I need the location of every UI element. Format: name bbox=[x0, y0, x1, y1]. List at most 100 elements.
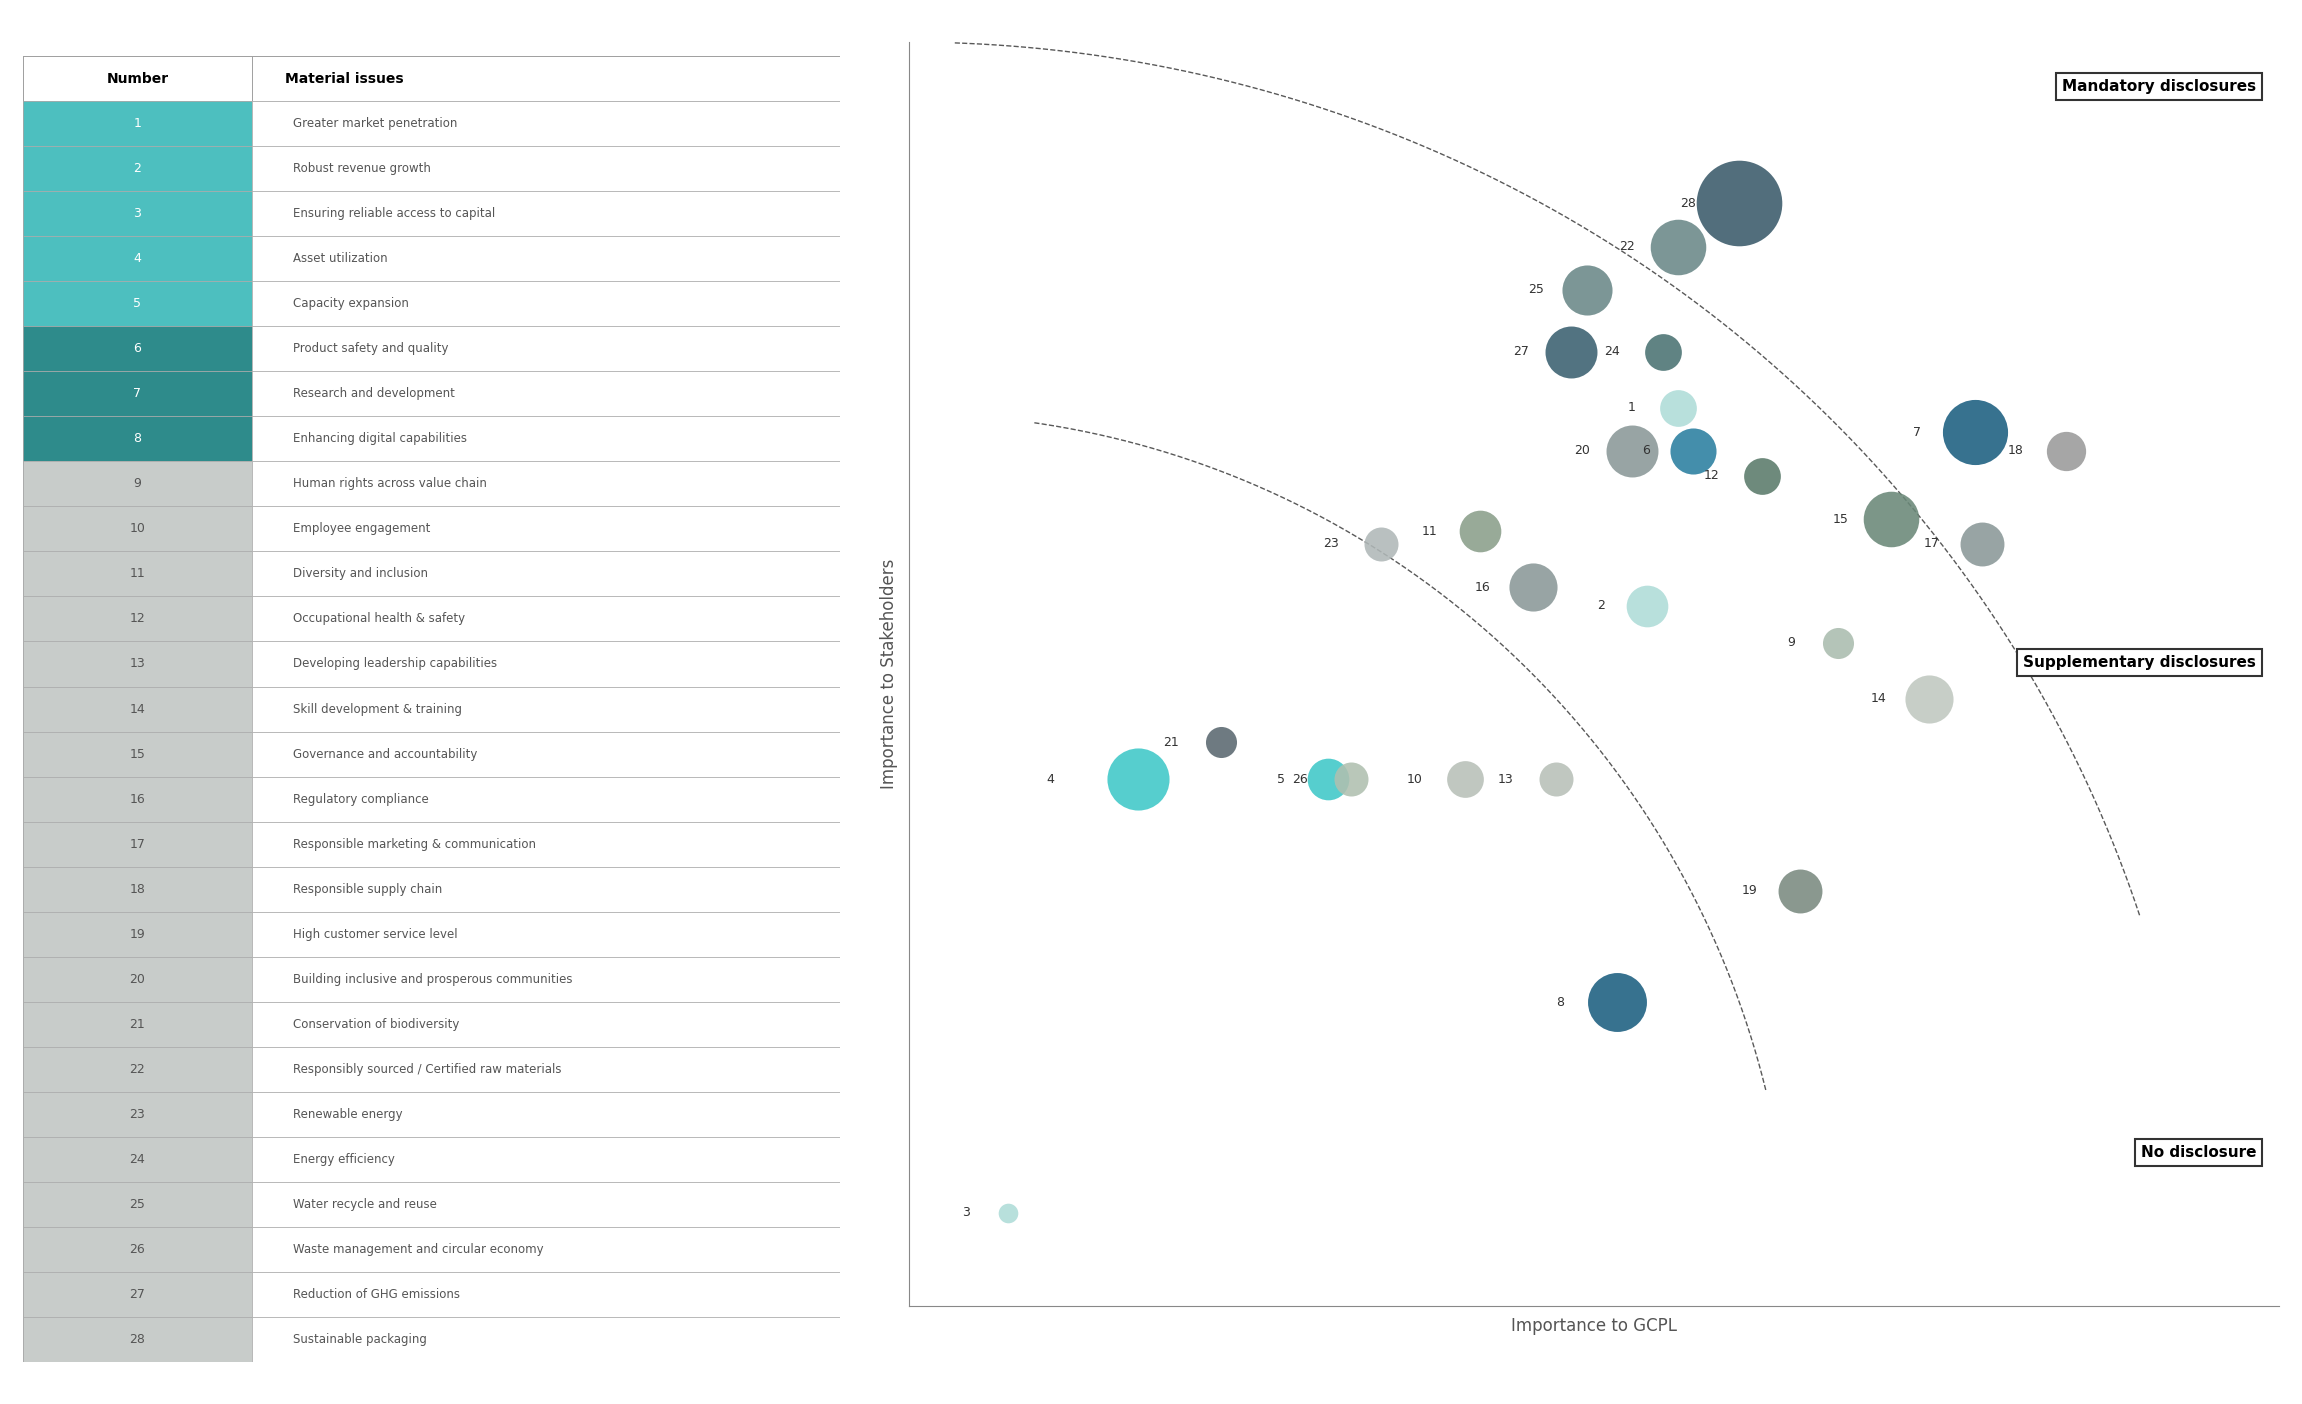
Point bbox=[1743, 465, 1779, 487]
Point bbox=[1782, 879, 1819, 901]
Bar bbox=[251, 462, 840, 507]
Y-axis label: Importance to Stakeholders: Importance to Stakeholders bbox=[879, 559, 898, 789]
Bar bbox=[23, 326, 251, 371]
Text: 16: 16 bbox=[129, 793, 145, 806]
Point bbox=[1554, 341, 1591, 364]
Text: 2: 2 bbox=[134, 163, 140, 176]
Text: 3: 3 bbox=[962, 1206, 969, 1219]
Point bbox=[1310, 768, 1347, 790]
Point bbox=[1674, 439, 1710, 462]
Text: 26: 26 bbox=[129, 1243, 145, 1255]
Bar bbox=[23, 281, 251, 326]
Text: 8: 8 bbox=[134, 432, 140, 445]
Text: 20: 20 bbox=[1575, 445, 1591, 458]
Bar bbox=[251, 101, 840, 146]
Text: 24: 24 bbox=[1604, 345, 1621, 358]
Text: 12: 12 bbox=[1703, 469, 1720, 482]
Text: 23: 23 bbox=[129, 1108, 145, 1120]
Bar bbox=[23, 597, 251, 642]
Text: 10: 10 bbox=[129, 522, 145, 535]
Bar bbox=[23, 236, 251, 281]
Point bbox=[1119, 768, 1156, 790]
Bar bbox=[251, 191, 840, 236]
Text: 9: 9 bbox=[1786, 636, 1796, 650]
Point bbox=[1911, 688, 1947, 710]
Text: 9: 9 bbox=[134, 477, 140, 490]
Text: 13: 13 bbox=[129, 657, 145, 671]
Bar bbox=[23, 731, 251, 776]
Text: Research and development: Research and development bbox=[292, 388, 453, 400]
Text: No disclosure: No disclosure bbox=[2141, 1144, 2256, 1160]
Text: Occupational health & safety: Occupational health & safety bbox=[292, 612, 465, 625]
Text: Robust revenue growth: Robust revenue growth bbox=[292, 163, 430, 176]
Bar bbox=[251, 642, 840, 687]
Text: 27: 27 bbox=[129, 1287, 145, 1302]
Bar bbox=[251, 146, 840, 191]
Text: 20: 20 bbox=[129, 973, 145, 986]
Point bbox=[1462, 521, 1499, 543]
Text: Mandatory disclosures: Mandatory disclosures bbox=[2063, 79, 2256, 94]
Text: 25: 25 bbox=[1529, 284, 1545, 296]
Bar bbox=[23, 1001, 251, 1047]
Text: Number: Number bbox=[106, 72, 168, 86]
Point bbox=[1515, 576, 1552, 598]
Text: Greater market penetration: Greater market penetration bbox=[292, 117, 458, 131]
Bar bbox=[23, 821, 251, 866]
Bar bbox=[23, 1047, 251, 1092]
Text: 15: 15 bbox=[129, 747, 145, 761]
Text: Human rights across value chain: Human rights across value chain bbox=[292, 477, 486, 490]
Point bbox=[1660, 396, 1697, 418]
Text: Responsible marketing & communication: Responsible marketing & communication bbox=[292, 838, 536, 851]
Bar bbox=[23, 911, 251, 956]
Text: 14: 14 bbox=[1872, 692, 1885, 705]
Bar bbox=[251, 326, 840, 371]
Text: Diversity and inclusion: Diversity and inclusion bbox=[292, 567, 428, 580]
Bar bbox=[251, 911, 840, 956]
Bar bbox=[23, 507, 251, 552]
Bar bbox=[251, 1227, 840, 1272]
Text: Enhancing digital capabilities: Enhancing digital capabilities bbox=[292, 432, 467, 445]
Bar bbox=[251, 56, 840, 101]
Bar bbox=[251, 552, 840, 597]
Text: Governance and accountability: Governance and accountability bbox=[292, 747, 477, 761]
Text: 27: 27 bbox=[1512, 345, 1529, 358]
Text: Conservation of biodiversity: Conservation of biodiversity bbox=[292, 1018, 458, 1031]
Bar bbox=[23, 146, 251, 191]
Bar bbox=[23, 642, 251, 687]
Point bbox=[1568, 278, 1604, 300]
Text: Regulatory compliance: Regulatory compliance bbox=[292, 793, 428, 806]
Text: 11: 11 bbox=[129, 567, 145, 580]
Text: Product safety and quality: Product safety and quality bbox=[292, 343, 449, 355]
Text: 2: 2 bbox=[1598, 600, 1604, 612]
Text: Waste management and circular economy: Waste management and circular economy bbox=[292, 1243, 543, 1255]
Point bbox=[1598, 991, 1634, 1014]
Bar bbox=[23, 956, 251, 1001]
Point bbox=[1333, 768, 1370, 790]
Text: Material issues: Material issues bbox=[285, 72, 403, 86]
Bar bbox=[251, 956, 840, 1001]
Point bbox=[1660, 236, 1697, 258]
Text: Sustainable packaging: Sustainable packaging bbox=[292, 1332, 426, 1346]
Bar bbox=[23, 191, 251, 236]
Text: 21: 21 bbox=[129, 1018, 145, 1031]
Point bbox=[2046, 439, 2083, 462]
Text: Energy efficiency: Energy efficiency bbox=[292, 1153, 394, 1165]
Bar bbox=[251, 507, 840, 552]
Point bbox=[1630, 594, 1667, 616]
Text: Employee engagement: Employee engagement bbox=[292, 522, 430, 535]
Point bbox=[1819, 632, 1855, 654]
Bar bbox=[23, 371, 251, 417]
Text: 1: 1 bbox=[134, 117, 140, 131]
Text: 22: 22 bbox=[1621, 240, 1634, 253]
Text: 14: 14 bbox=[129, 702, 145, 716]
Bar bbox=[251, 371, 840, 417]
Point bbox=[1614, 439, 1651, 462]
Text: 25: 25 bbox=[129, 1198, 145, 1210]
X-axis label: Importance to GCPL: Importance to GCPL bbox=[1510, 1317, 1678, 1335]
Text: 18: 18 bbox=[129, 883, 145, 896]
Bar bbox=[251, 866, 840, 911]
Bar bbox=[251, 417, 840, 462]
Bar bbox=[23, 1227, 251, 1272]
Text: 28: 28 bbox=[1680, 197, 1697, 209]
Bar bbox=[251, 1182, 840, 1227]
